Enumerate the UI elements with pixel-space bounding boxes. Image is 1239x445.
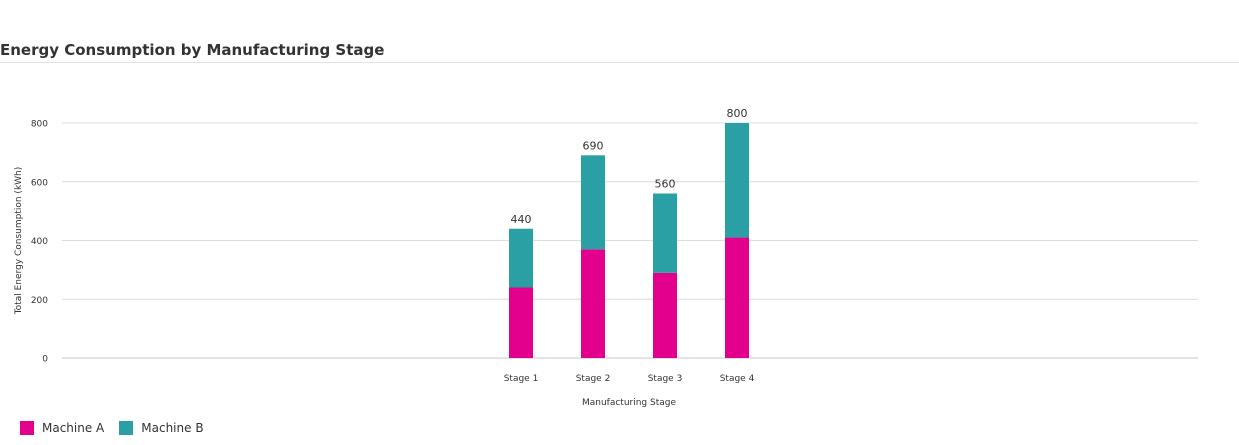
bar-machine-b-stage-2 bbox=[581, 155, 605, 250]
x-tick-label: Stage 4 bbox=[720, 374, 755, 384]
title-divider bbox=[0, 62, 1239, 63]
bar-machine-b-stage-3 bbox=[653, 193, 677, 273]
bar-machine-a-stage-3 bbox=[653, 272, 677, 358]
legend-item-machine-b[interactable]: Machine B bbox=[119, 421, 204, 435]
y-tick-label: 600 bbox=[31, 178, 48, 188]
bar-machine-b-stage-4 bbox=[725, 123, 749, 238]
y-axis-label: Total Energy Consumption (kWh) bbox=[14, 167, 24, 316]
bar-machine-a-stage-4 bbox=[725, 237, 749, 358]
chart-title: Energy Consumption by Manufacturing Stag… bbox=[0, 41, 385, 59]
total-label: 690 bbox=[583, 139, 604, 152]
legend-swatch-machine-b bbox=[119, 421, 134, 435]
legend-label-machine-a: Machine A bbox=[42, 421, 105, 435]
bar-machine-a-stage-1 bbox=[509, 287, 533, 358]
y-tick-label: 400 bbox=[31, 237, 48, 247]
total-label: 800 bbox=[727, 107, 748, 120]
x-tick-label: Stage 3 bbox=[648, 374, 683, 384]
bar-machine-a-stage-2 bbox=[581, 249, 605, 358]
x-tick-label: Stage 2 bbox=[576, 374, 611, 384]
chart-legend: Machine A Machine B bbox=[20, 421, 219, 435]
y-tick-label: 800 bbox=[31, 120, 48, 130]
legend-label-machine-b: Machine B bbox=[141, 421, 204, 435]
total-label: 560 bbox=[655, 178, 676, 191]
x-tick-label: Stage 1 bbox=[504, 374, 539, 384]
total-label: 440 bbox=[511, 213, 532, 226]
legend-item-machine-a[interactable]: Machine A bbox=[20, 421, 104, 435]
y-tick-label: 200 bbox=[31, 296, 48, 306]
legend-swatch-machine-a bbox=[20, 421, 34, 435]
bar-machine-b-stage-1 bbox=[509, 228, 533, 288]
y-tick-label: 0 bbox=[42, 355, 48, 365]
x-axis-label: Manufacturing Stage bbox=[582, 398, 677, 408]
